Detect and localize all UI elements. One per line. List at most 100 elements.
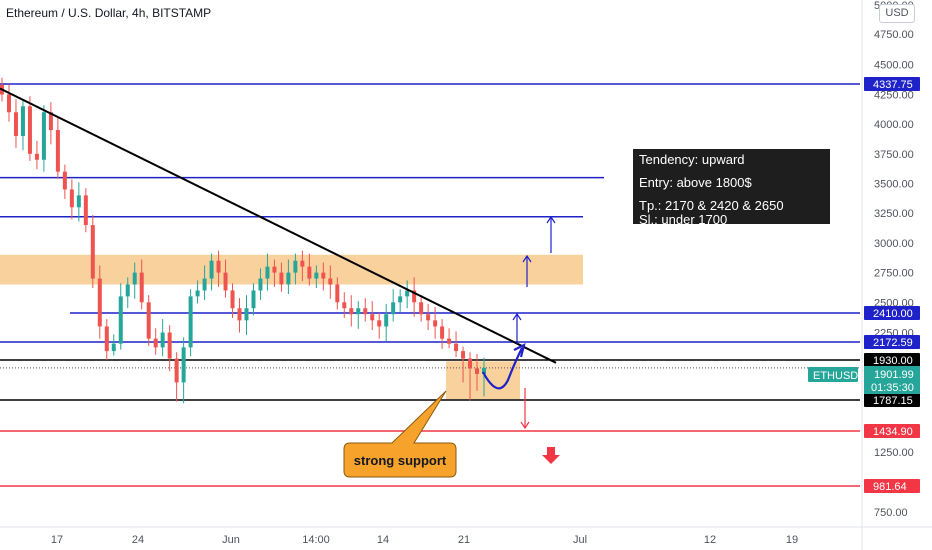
price-axis-level-label (864, 353, 920, 367)
candle (132, 272, 137, 285)
candle (454, 343, 459, 352)
candle (174, 358, 179, 383)
target-arrowhead (522, 254, 532, 263)
candle (111, 343, 116, 352)
price-axis-level-text: 4337.75 (873, 79, 913, 91)
candle (97, 278, 102, 327)
candle (258, 278, 263, 291)
candle (48, 112, 53, 131)
candle (251, 290, 256, 309)
candle (356, 308, 361, 315)
price-axis-level-text: 981.64 (873, 481, 907, 493)
candle (286, 272, 291, 285)
x-axis-tick-label: 14:00 (302, 534, 330, 546)
candle (461, 351, 466, 359)
candle (321, 272, 326, 279)
x-axis-tick-label: 12 (704, 534, 716, 546)
candle (146, 302, 151, 339)
x-axis-tick-label: 24 (132, 534, 144, 546)
candle (391, 302, 396, 315)
candle (433, 320, 438, 327)
price-axis-level-label (864, 306, 920, 320)
chart-title: Ethereum / U.S. Dollar, 4h, BITSTAMP (6, 6, 212, 20)
x-axis-tick-label: 19 (786, 534, 798, 546)
candle (398, 296, 403, 303)
candle (412, 290, 417, 303)
candle (188, 296, 193, 348)
candle (342, 302, 347, 309)
current-price-text: 1901.99 (874, 369, 914, 381)
candle (90, 225, 95, 279)
y-axis-tick-label: 1250.00 (874, 447, 914, 459)
candle (34, 153, 39, 160)
resistance-zone (0, 254, 583, 285)
candle (223, 272, 228, 291)
candle (265, 266, 270, 279)
price-axis-level-text: 1787.15 (873, 395, 913, 407)
tendency-text: Tendency: upward (639, 152, 745, 167)
candle (27, 106, 32, 154)
candle (419, 302, 424, 315)
candle (55, 130, 60, 172)
candle (482, 367, 486, 375)
price-axis-level-text: 1930.00 (873, 355, 913, 367)
candle (307, 266, 312, 279)
candle (118, 296, 123, 344)
candle (237, 308, 242, 321)
price-axis-level-label (864, 393, 920, 407)
price-axis-level-text: 1434.90 (873, 426, 913, 438)
projection-arrowhead (513, 342, 526, 358)
entry-text: Entry: above 1800$ (639, 175, 752, 190)
candle (328, 278, 333, 285)
y-axis-tick-label: 4000.00 (874, 119, 914, 131)
current-price-badge (864, 366, 920, 394)
candle (202, 278, 207, 291)
y-axis-tick-label: 3000.00 (874, 238, 914, 250)
y-axis-tick-label: 750.00 (874, 507, 908, 519)
candle (440, 326, 445, 339)
price-axis-level-label (864, 424, 920, 438)
ethusd-symbol-badge (808, 367, 858, 382)
candle (160, 332, 165, 348)
currency-button[interactable]: USD (879, 4, 915, 23)
candle (314, 272, 319, 279)
y-axis-tick-label: 4750.00 (874, 29, 914, 41)
x-axis-tick-label: Jun (222, 534, 240, 546)
candle (426, 314, 431, 321)
candle (62, 171, 67, 190)
candle (384, 314, 389, 327)
candle (209, 260, 214, 279)
candle (216, 260, 221, 273)
candle (13, 112, 18, 137)
x-axis-tick-label: 14 (377, 534, 389, 546)
candle (405, 290, 410, 297)
candle (20, 106, 25, 137)
strong-support-callout-text: strong support (353, 452, 447, 468)
candle (447, 338, 452, 344)
candle (293, 260, 298, 273)
candle (195, 290, 200, 297)
candle (139, 272, 144, 303)
candle (167, 332, 172, 359)
candle (363, 308, 368, 315)
y-axis-tick-label: 2750.00 (874, 268, 914, 280)
candle (153, 338, 158, 348)
candle (335, 284, 340, 303)
stop-loss-text: Sl.: under 1700 (639, 212, 728, 227)
candle (370, 314, 375, 321)
candle (230, 290, 235, 309)
candle (181, 347, 186, 383)
candle (6, 94, 11, 113)
candle (76, 195, 81, 208)
price-axis-level-label (864, 335, 920, 349)
y-axis-tick-label: 4500.00 (874, 59, 914, 71)
take-profit-text: Tp.: 2170 & 2420 & 2650 (639, 198, 784, 213)
candle (244, 308, 249, 321)
candle (104, 326, 109, 352)
y-axis-tick-label: 3750.00 (874, 149, 914, 161)
candle (468, 358, 473, 369)
price-axis-level-label (864, 77, 920, 91)
y-axis-tick-label: 3250.00 (874, 208, 914, 220)
